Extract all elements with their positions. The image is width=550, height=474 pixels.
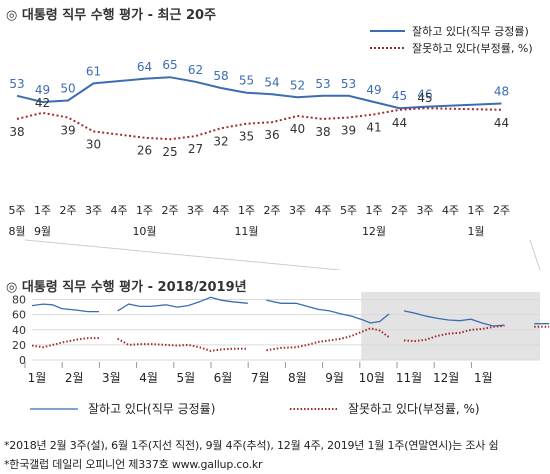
legend-disapprove-label-yearly: 잘못하고 있다(부정률, %) [348,402,480,416]
series-line-approve-yearly [31,296,550,327]
legend-approve-label-yearly: 잘하고 있다(직무 긍정률) [88,402,215,416]
data-label-approve: 46 [417,88,432,102]
data-label-approve: 54 [264,75,279,89]
x-month-label: 8월 [288,371,307,385]
data-label-approve: 62 [188,63,203,77]
zoom-connector-left [24,239,341,270]
y-tick-label: 80 [12,294,26,307]
data-label-disapprove: 27 [188,142,203,156]
chart-title-yearly: ◎ 대통령 직무 수행 평가 - 2018/2019년 [6,280,247,295]
legend-approve-label: 잘하고 있다(직무 긍정률) [412,24,529,38]
x-month-label: 9월 [34,225,51,238]
chart-title-recent: ◎ 대통령 직무 수행 평가 - 최근 20주 [6,8,217,23]
x-tick-label: 5주 [8,204,25,217]
x-tick-label: 5주 [340,204,357,217]
data-label-approve: 53 [315,77,330,91]
data-label-approve: 58 [213,69,228,83]
x-tick-label: 1주 [238,204,255,217]
data-label-approve: 50 [60,81,75,95]
data-label-disapprove: 30 [86,137,101,151]
x-tick-label: 2주 [391,204,408,217]
x-tick-label: 1주 [136,204,153,217]
data-label-approve: 52 [290,78,305,92]
data-label-disapprove: 45 [417,91,432,105]
data-label-disapprove: 44 [494,116,509,130]
chart-2018-2019: 0 20 40 60 80 1월 2월 3월 4월 5월 6월 7월 8월 9월 10월 11월 12월 1월잘하… [12,292,550,416]
footnote-source: *한국갤럽 데일리 오피니언 제337호 www.gallup.co.kr [4,458,263,471]
data-label-disapprove: 35 [239,130,254,144]
data-label-disapprove: 26 [137,144,152,158]
data-label-disapprove: 36 [264,128,279,142]
data-label-approve: 53 [341,77,356,91]
data-label-approve: 53 [9,77,24,91]
y-tick-label: 20 [12,339,26,352]
x-month-label: 9월 [325,371,344,385]
x-month-label: 8월 [8,225,25,238]
x-tick-label: 3주 [187,204,204,217]
x-tick-label: 2주 [59,204,76,217]
x-tick-label: 3주 [85,204,102,217]
y-tick-label: 60 [12,309,26,322]
x-month-label: 1월 [474,371,493,385]
data-label-disapprove: 42 [35,96,50,110]
x-tick-label: 2주 [493,204,510,217]
x-month-label: 1월 [467,225,484,238]
y-tick-label: 40 [12,324,26,337]
x-month-label: 5월 [176,371,195,385]
recent-period-shade [361,292,540,360]
x-month-label: 11월 [396,371,422,385]
data-label-approve: 49 [366,83,381,97]
x-tick-label: 4주 [212,204,229,217]
x-month-label: 10월 [132,225,156,238]
data-label-approve: 48 [494,85,509,99]
data-label-approve: 61 [86,64,101,78]
data-label-disapprove: 39 [341,124,356,138]
x-month-label: 3월 [102,371,121,385]
chart-recent-20-weeks: 잘하고 있다(직무 긍정률) 잘못하고 있다(부정률, %) 53 49 50 61 64 6… [8,24,541,270]
y-tick-label: 0 [19,354,26,367]
data-label-approve: 64 [137,60,152,74]
x-month-label: 12월 [433,371,459,385]
x-tick-label: 1주 [365,204,382,217]
footnote-survey-gaps: *2018년 2월 3주(설), 6월 1주(지선 직전), 9월 4주(추석)… [4,439,499,452]
x-tick-label: 1주 [34,204,51,217]
data-label-disapprove: 44 [392,116,407,130]
x-month-label: 10월 [359,371,385,385]
x-month-label: 7월 [251,371,270,385]
x-tick-label: 3주 [289,204,306,217]
x-month-label: 2월 [65,371,84,385]
data-label-disapprove: 39 [60,124,75,138]
data-label-disapprove: 25 [162,145,177,159]
x-tick-label: 4주 [314,204,331,217]
data-label-approve: 55 [239,74,254,88]
zoom-connector-right [529,239,541,270]
data-label-disapprove: 38 [9,125,24,139]
data-label-approve: 45 [392,89,407,103]
series-line-approve [16,76,502,110]
x-month-label: 12월 [362,225,386,238]
data-label-disapprove: 38 [315,125,330,139]
series-line-disapprove-yearly [31,325,550,352]
x-tick-label: 3주 [416,204,433,217]
x-tick-label: 2주 [161,204,178,217]
x-month-label: 11월 [234,225,258,238]
x-month-label: 1월 [28,371,47,385]
x-month-label: 4월 [139,371,158,385]
data-label-disapprove: 41 [366,120,381,134]
x-tick-label: 4주 [110,204,127,217]
data-label-disapprove: 32 [213,134,228,148]
legend-disapprove-label: 잘못하고 있다(부정률, %) [412,41,533,55]
data-label-approve: 65 [162,58,177,72]
series-line-disapprove [16,107,502,141]
x-tick-label: 2주 [263,204,280,217]
data-label-approve: 49 [35,83,50,97]
data-label-disapprove: 40 [290,122,305,136]
x-tick-label: 1주 [467,204,484,217]
x-month-label: 6월 [214,371,233,385]
x-tick-label: 4주 [442,204,459,217]
